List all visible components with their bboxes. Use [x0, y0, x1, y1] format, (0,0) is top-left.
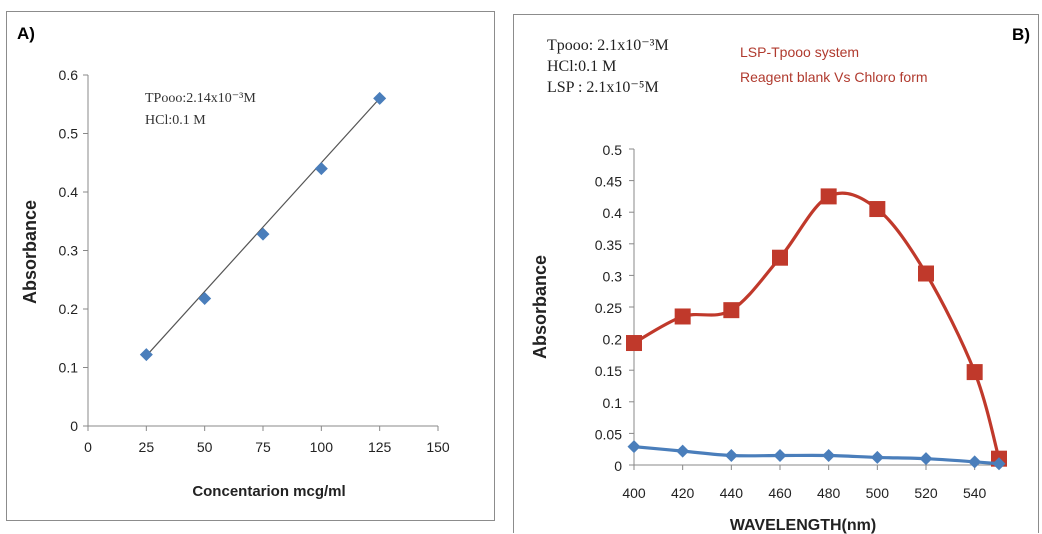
x-tick-label-a: 75 — [255, 439, 271, 455]
annotation-a-2: HCl:0.1 M — [145, 113, 206, 128]
x-tick-label-b: 500 — [866, 485, 890, 501]
y-tick-label-b: 0 — [614, 458, 622, 474]
x-tick-label-a: 25 — [139, 439, 155, 455]
x-tick-label-b: 440 — [720, 485, 744, 501]
y-tick-label-a: 0.2 — [59, 301, 79, 317]
data-point-b-2 — [773, 449, 787, 463]
data-point-b-2 — [870, 450, 884, 464]
legend-text-b-1: LSP-Tpooo system — [740, 44, 860, 60]
data-point-b-2 — [627, 440, 641, 454]
x-tick-label-a: 0 — [84, 439, 92, 455]
annotation-b-3: LSP : 2.1x10⁻⁵M — [547, 79, 659, 96]
data-point-b-2 — [992, 457, 1006, 471]
x-tick-label-b: 400 — [622, 485, 646, 501]
y-tick-label-a: 0.1 — [59, 360, 79, 376]
y-axis-title-a: Absorbance — [20, 200, 40, 304]
chart-a-svg: 0 0.1 0.2 0.3 0.4 0.5 0.6 0 25 50 75 100 125 150 Conce… — [20, 67, 450, 500]
legend-text-b: LSP-Tpooo system Reagent blank Vs Chloro… — [740, 40, 928, 90]
y-tick-label-b: 0.4 — [603, 205, 623, 221]
data-point-a — [198, 291, 212, 305]
chart-b-svg: 0 0.05 0.1 0.15 0.2 0.25 0.3 0.35 0.4 0.45 0.5 400 4… — [530, 142, 1007, 534]
data-point-b-2 — [822, 449, 836, 463]
x-axis-title-b: WAVELENGTH(nm) — [730, 517, 876, 534]
annotation-a-1: TPooo:2.14x10⁻³M — [145, 91, 256, 106]
data-point-b-2 — [968, 455, 982, 469]
x-tick-label-b: 460 — [768, 485, 792, 501]
y-tick-label-b: 0.25 — [595, 300, 622, 316]
series-line-b-1 — [633, 191, 1001, 460]
y-tick-label-a: 0 — [70, 418, 78, 434]
data-point-b-1 — [869, 201, 886, 218]
y-tick-label-b: 0.15 — [595, 363, 622, 379]
data-point-b-1 — [772, 249, 788, 266]
legend-text-b-2: Reagent blank Vs Chloro form — [740, 69, 928, 85]
data-point-b-2 — [724, 449, 738, 463]
annotation-block-b: Tpooo: 2.1x10⁻³M HCl:0.1 M LSP : 2.1x10⁻… — [547, 35, 669, 98]
series-line-b-2 — [633, 445, 1000, 466]
annotation-block-a: TPooo:2.14x10⁻³M HCl:0.1 M — [145, 88, 256, 132]
data-point-b-1 — [918, 265, 934, 282]
y-tick-label-b: 0.3 — [603, 268, 623, 284]
y-tick-label-b: 0.1 — [603, 395, 623, 411]
data-point-a — [314, 162, 328, 176]
chart-panel-b: B) Tpooo: 2.1x10⁻³M HCl:0.1 M LSP : 2.1x… — [513, 14, 1039, 534]
x-tick-label-a: 100 — [310, 439, 334, 455]
x-tick-label-b: 540 — [963, 485, 987, 501]
y-tick-label-a: 0.5 — [59, 126, 79, 142]
trendline-a — [145, 97, 381, 357]
data-point-b-1 — [966, 364, 983, 381]
data-point-b-1 — [820, 188, 837, 205]
chart-panel-a: A) TPooo:2.14x10⁻³M HCl:0.1 M 0 0.1 0.2 0.3… — [6, 11, 495, 521]
panel-label-b: B) — [1012, 25, 1030, 44]
x-tick-label-a: 125 — [368, 439, 392, 455]
data-point-b-1 — [674, 308, 691, 325]
y-tick-label-b: 0.05 — [595, 426, 622, 442]
x-tick-label-a: 150 — [426, 439, 450, 455]
data-point-b-1 — [723, 302, 740, 319]
data-point-a — [139, 348, 153, 362]
x-tick-label-b: 520 — [914, 485, 938, 501]
x-tick-label-b: 480 — [817, 485, 841, 501]
data-point-a — [373, 91, 387, 105]
annotation-b-2: HCl:0.1 M — [547, 58, 617, 75]
data-point-b-2 — [676, 444, 690, 458]
data-point-b-1 — [626, 335, 642, 352]
y-tick-label-a: 0.4 — [59, 184, 79, 200]
annotation-b-1: Tpooo: 2.1x10⁻³M — [547, 37, 669, 54]
y-tick-label-a: 0.3 — [59, 243, 79, 259]
y-axis-title-b: Absorbance — [530, 255, 550, 359]
x-tick-label-a: 50 — [197, 439, 213, 455]
x-axis-title-a: Concentarion mcg/ml — [192, 483, 345, 500]
y-tick-label-a: 0.6 — [59, 67, 79, 83]
data-point-b-2 — [919, 452, 933, 466]
x-tick-label-b: 420 — [671, 485, 695, 501]
y-tick-label-b: 0.35 — [595, 237, 622, 253]
y-tick-label-b: 0.45 — [595, 174, 622, 190]
y-tick-label-b: 0.5 — [603, 142, 623, 158]
data-point-a — [256, 227, 270, 241]
panel-label-a: A) — [17, 24, 35, 43]
y-tick-label-b: 0.2 — [603, 332, 623, 348]
